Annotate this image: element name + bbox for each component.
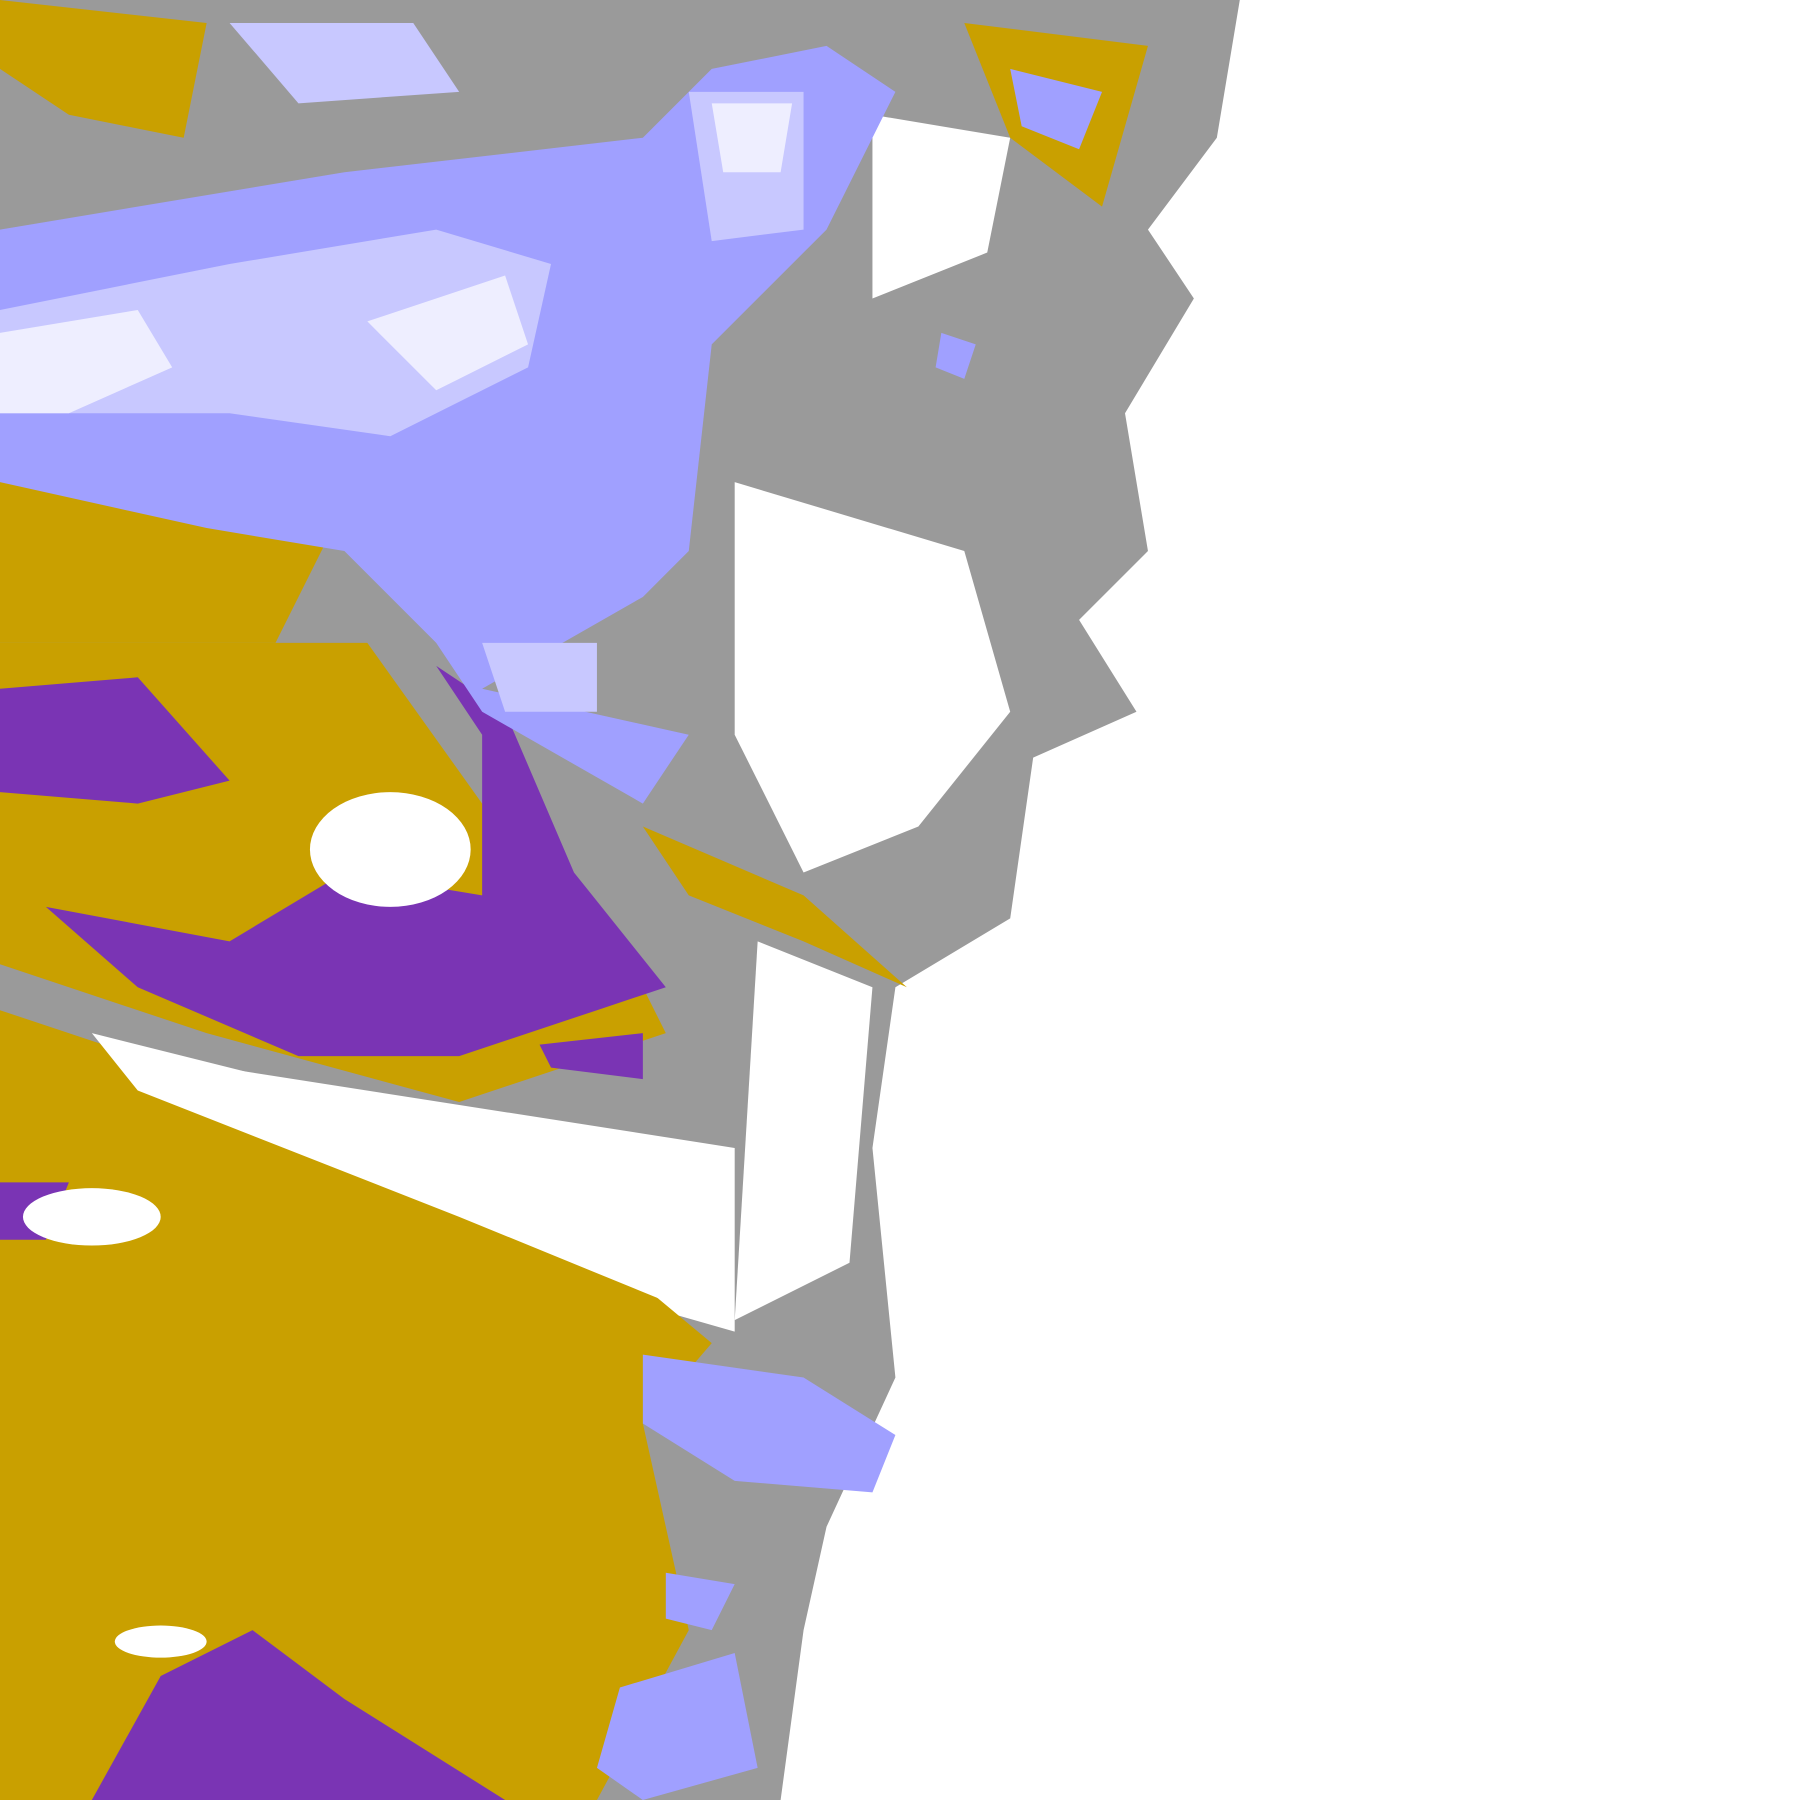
pale-cloud-layer bbox=[0, 103, 793, 414]
blue-cloud-layer bbox=[0, 45, 1103, 1800]
white-clear-patches bbox=[22, 792, 712, 1658]
lavender-cloud-layer bbox=[0, 22, 804, 712]
